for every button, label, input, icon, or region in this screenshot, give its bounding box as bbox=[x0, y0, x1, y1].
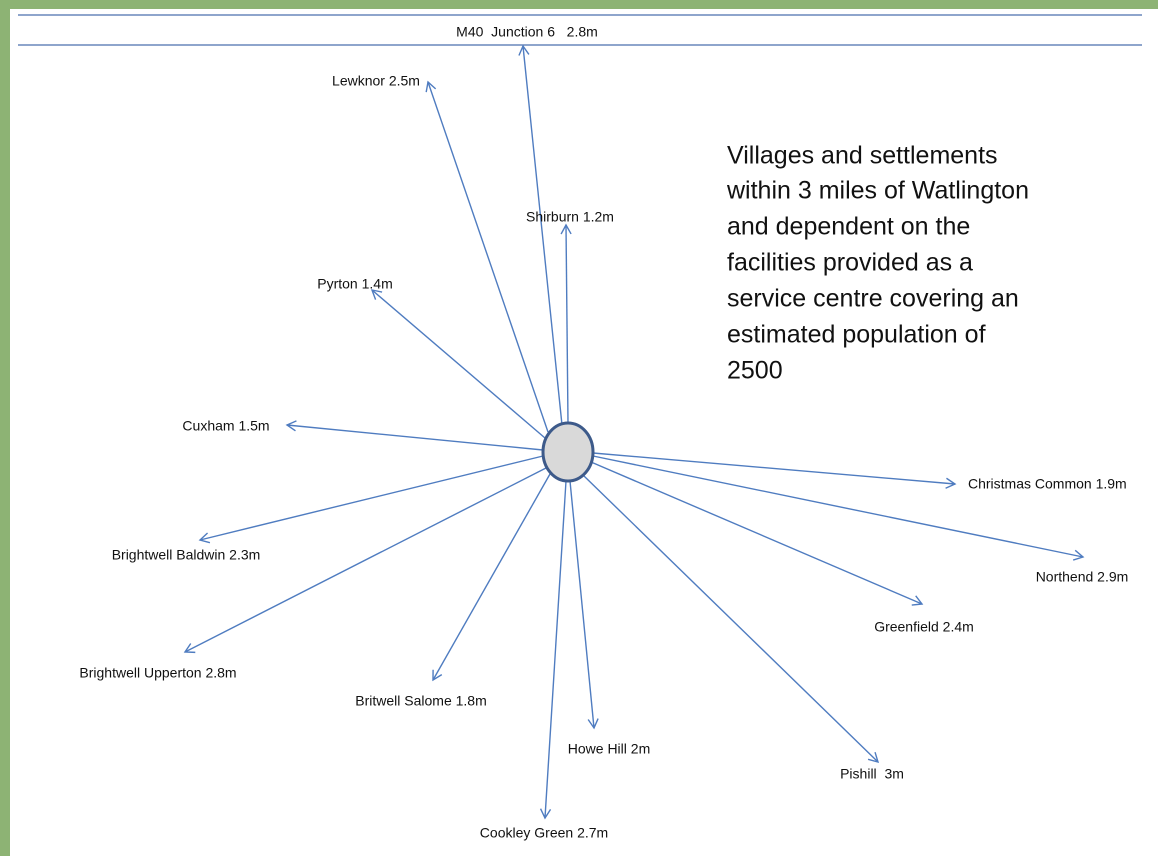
node-label: Britwell Salome 1.8m bbox=[355, 693, 487, 709]
node-label: Lewknor 2.5m bbox=[332, 73, 420, 89]
description-line: 2500 bbox=[727, 357, 783, 385]
description-line: and dependent on the bbox=[727, 213, 970, 241]
node-label: M40 Junction 6 2.8m bbox=[456, 24, 598, 40]
node-label: Howe Hill 2m bbox=[568, 741, 650, 757]
labels: M40 Junction 6 2.8m Lewknor 2.5m Shirbur… bbox=[79, 24, 1128, 841]
node-label: Pishill 3m bbox=[840, 766, 904, 782]
node-label: Brightwell Upperton 2.8m bbox=[79, 665, 236, 681]
description-line: Villages and settlements bbox=[727, 142, 998, 170]
node-label: Shirburn 1.2m bbox=[526, 209, 614, 225]
border-left bbox=[0, 0, 10, 856]
node-label: Cookley Green 2.7m bbox=[480, 825, 608, 841]
arrows bbox=[183, 44, 1085, 820]
description: Villages and settlements within 3 miles … bbox=[726, 142, 1029, 385]
description-line: facilities provided as a bbox=[727, 249, 973, 277]
border-top bbox=[0, 0, 1158, 9]
node-label: Christmas Common 1.9m bbox=[968, 476, 1127, 492]
description-line: within 3 miles of Watlington bbox=[726, 177, 1029, 205]
description-line: estimated population of bbox=[727, 321, 986, 349]
node-label: Cuxham 1.5m bbox=[182, 418, 269, 434]
description-line: service centre covering an bbox=[727, 285, 1019, 313]
node-label: Northend 2.9m bbox=[1036, 569, 1129, 585]
node-label: Greenfield 2.4m bbox=[874, 619, 974, 635]
node-label: Pyrton 1.4m bbox=[317, 276, 392, 292]
watlington-node bbox=[541, 421, 595, 483]
node-label: Brightwell Baldwin 2.3m bbox=[112, 547, 261, 563]
